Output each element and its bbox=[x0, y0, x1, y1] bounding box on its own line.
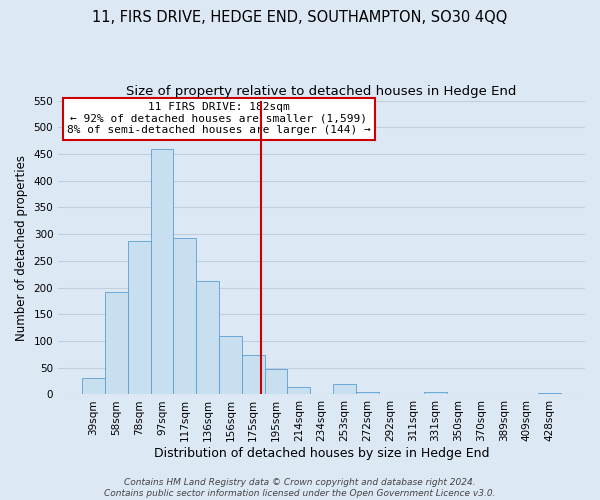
Bar bbox=[128, 240, 151, 394]
Bar bbox=[424, 392, 447, 394]
Bar bbox=[219, 336, 242, 394]
X-axis label: Distribution of detached houses by size in Hedge End: Distribution of detached houses by size … bbox=[154, 447, 490, 460]
Text: 11, FIRS DRIVE, HEDGE END, SOUTHAMPTON, SO30 4QQ: 11, FIRS DRIVE, HEDGE END, SOUTHAMPTON, … bbox=[92, 10, 508, 25]
Bar bbox=[196, 280, 219, 394]
Bar bbox=[538, 393, 561, 394]
Bar bbox=[356, 392, 379, 394]
Bar bbox=[105, 292, 128, 394]
Bar bbox=[287, 387, 310, 394]
Bar bbox=[82, 378, 105, 394]
Bar bbox=[173, 238, 196, 394]
Bar bbox=[333, 384, 356, 394]
Y-axis label: Number of detached properties: Number of detached properties bbox=[15, 154, 28, 340]
Title: Size of property relative to detached houses in Hedge End: Size of property relative to detached ho… bbox=[127, 85, 517, 98]
Bar bbox=[242, 355, 265, 395]
Text: Contains HM Land Registry data © Crown copyright and database right 2024.
Contai: Contains HM Land Registry data © Crown c… bbox=[104, 478, 496, 498]
Bar bbox=[265, 370, 287, 394]
Text: 11 FIRS DRIVE: 182sqm
← 92% of detached houses are smaller (1,599)
8% of semi-de: 11 FIRS DRIVE: 182sqm ← 92% of detached … bbox=[67, 102, 371, 135]
Bar bbox=[151, 149, 173, 394]
